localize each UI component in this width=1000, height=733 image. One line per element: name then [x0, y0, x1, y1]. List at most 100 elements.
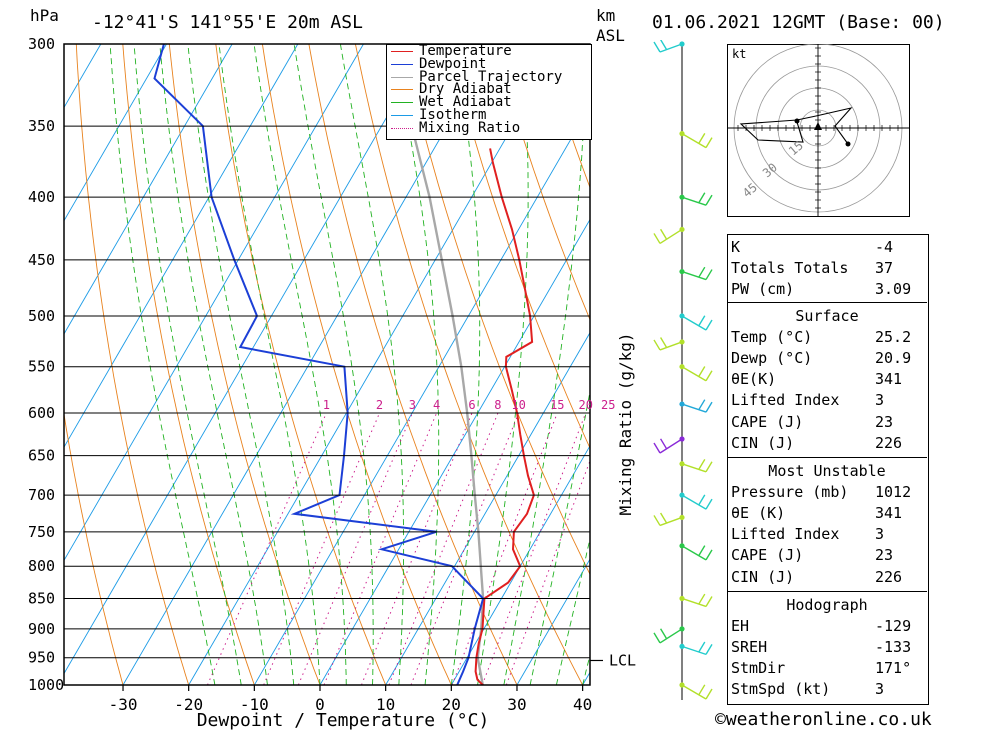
index-label: SREH — [731, 637, 768, 656]
index-value: 1012 — [875, 482, 912, 501]
wind-barb — [679, 313, 713, 331]
legend-swatch — [391, 89, 413, 91]
wind-barb — [653, 626, 685, 644]
wind-barb — [679, 459, 713, 473]
index-label: PW (cm) — [731, 279, 795, 298]
wind-barb — [679, 364, 713, 382]
x-tick-label: -30 — [109, 695, 138, 714]
isotherm-line — [450, 444, 590, 685]
index-row: Dewp (°C) 20.9 — [727, 347, 927, 368]
legend-label: Dry Adiabat — [419, 81, 512, 98]
mixing-ratio-label: 6 — [468, 398, 475, 412]
wind-barb — [679, 399, 713, 413]
indices-panel — [727, 234, 929, 705]
parcel-trajectory-line — [391, 44, 485, 685]
general-indices-table: K -4 Totals Totals 37 PW (cm) 3.09 — [727, 236, 927, 300]
dry-adiabat-line — [215, 44, 387, 685]
index-label: CIN (J) — [731, 567, 795, 586]
mixing-ratio-label: 15 — [550, 398, 564, 412]
wet-adiabat-line — [109, 44, 216, 685]
index-value: 23 — [875, 546, 894, 565]
legend-entry: Wet Adiabat — [387, 95, 591, 109]
pressure-tick-label: 1000 — [28, 676, 64, 694]
wind-barb — [679, 192, 713, 206]
pressure-tick-label: 400 — [28, 188, 55, 206]
wet-adiabat-line — [450, 44, 481, 685]
legend-swatch — [391, 127, 413, 129]
index-label: StmSpd (kt) — [731, 680, 831, 699]
mixing-ratio-label: 3 — [409, 398, 416, 412]
isotherm-line — [64, 44, 233, 335]
legend-swatch — [391, 76, 413, 78]
wind-barb — [679, 492, 713, 510]
wind-barb — [653, 40, 685, 53]
wind-barb — [653, 436, 685, 454]
legend-entry: Parcel Trajectory — [387, 68, 591, 85]
asl-label: ASL — [596, 26, 625, 45]
wet-adiabat-line — [503, 44, 587, 685]
pressure-tick-label: 750 — [28, 523, 55, 541]
legend-label: Mixing Ratio — [419, 119, 521, 136]
isotherm-line — [64, 44, 430, 675]
wind-barb — [679, 641, 713, 656]
legend-label: Temperature — [419, 43, 512, 59]
index-row: θE (K) 341 — [727, 502, 927, 523]
mixing-ratio-label: 8 — [494, 398, 501, 412]
x-tick-label: -20 — [174, 695, 203, 714]
index-row: CIN (J) 226 — [727, 432, 927, 453]
pressure-tick-label: 600 — [28, 404, 55, 422]
mixing-ratio-axis-label: Mixing Ratio (g/kg) — [616, 332, 635, 515]
mixing-ratio-line — [361, 412, 473, 685]
table-divider — [727, 591, 927, 592]
pressure-tick-label: 950 — [28, 649, 55, 667]
mixing-ratio-label: 4 — [433, 398, 440, 412]
index-value: 171° — [875, 659, 912, 678]
legend-label: Parcel Trajectory — [419, 68, 563, 85]
section-title: Hodograph — [786, 595, 868, 614]
mixing-ratio-label: 10 — [511, 398, 525, 412]
x-tick-label: 30 — [507, 695, 526, 714]
isotherm-line — [122, 44, 496, 685]
km-label: km — [596, 6, 616, 25]
x-tick-label: 0 — [315, 695, 325, 714]
chart-legend: Temperature Dewpoint Parcel Trajectory Dry … — [386, 44, 592, 140]
index-row: K -4 — [727, 236, 927, 257]
isotherm-line — [64, 44, 167, 222]
x-tick-label: 40 — [573, 695, 592, 714]
index-value: 341 — [875, 503, 903, 522]
mixing-ratio-line — [505, 459, 590, 685]
legend-swatch — [391, 114, 413, 116]
pressure-tick-label: 500 — [28, 307, 55, 325]
index-label: K — [731, 237, 741, 256]
location-title: -12°41'S 141°55'E 20m ASL — [92, 12, 363, 33]
index-value: 3 — [875, 391, 885, 410]
index-row: Totals Totals 37 — [727, 257, 927, 278]
pressure-tick-label: 300 — [28, 35, 55, 53]
index-label: Dewp (°C) — [731, 348, 813, 367]
index-value: 226 — [875, 433, 903, 452]
index-row: CIN (J) 226 — [727, 566, 927, 587]
wind-barb — [653, 337, 685, 351]
wet-adiabat-line — [339, 44, 405, 685]
index-row: StmDir 171° — [727, 658, 927, 679]
legend-entry: Temperature — [387, 43, 591, 59]
wind-barb — [653, 512, 685, 527]
x-tick-label: 20 — [442, 695, 461, 714]
wind-barb — [679, 131, 713, 149]
index-label: Lifted Index — [731, 525, 840, 544]
dry-adiabat-line — [354, 44, 583, 685]
index-row: SREH -133 — [727, 636, 927, 657]
index-label: θE(K) — [731, 370, 777, 389]
wind-barb — [679, 682, 713, 700]
copyright-text: ©weatheronline.co.uk — [715, 709, 932, 730]
pressure-tick-label: 700 — [28, 486, 55, 504]
isotherm-line — [188, 44, 561, 685]
index-row: Temp (°C) 25.2 — [727, 326, 927, 347]
index-value: 23 — [875, 412, 894, 431]
index-row: Lifted Index 3 — [727, 524, 927, 545]
dry-adiabat-line — [122, 44, 255, 685]
mixing-ratio-line — [297, 412, 413, 685]
legend-entry: Mixing Ratio — [387, 119, 591, 136]
index-value: 226 — [875, 567, 903, 586]
pressure-tick-label: 450 — [28, 251, 55, 269]
